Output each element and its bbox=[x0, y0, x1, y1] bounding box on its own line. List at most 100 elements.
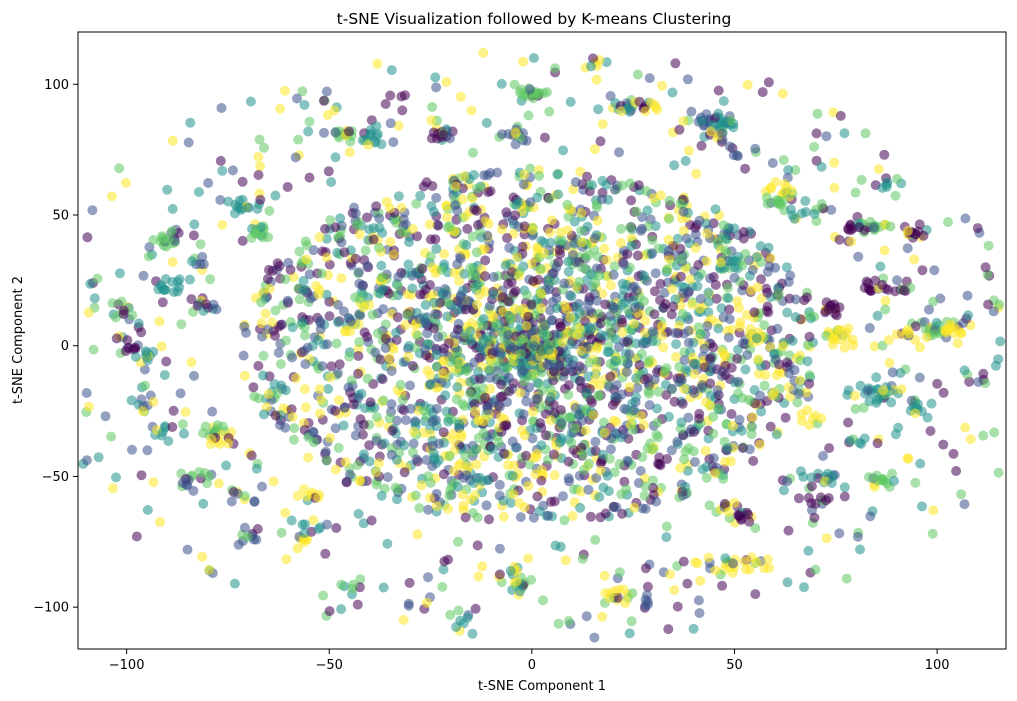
scatter-point bbox=[632, 250, 643, 261]
scatter-point bbox=[469, 399, 480, 409]
scatter-point bbox=[548, 375, 559, 386]
scatter-point bbox=[399, 440, 410, 451]
scatter-point bbox=[610, 334, 621, 345]
scatter-point bbox=[679, 454, 690, 465]
scatter-point bbox=[564, 476, 575, 487]
scatter-point bbox=[583, 322, 594, 332]
scatter-point bbox=[511, 576, 522, 587]
scatter-point bbox=[850, 403, 861, 414]
scatter-point bbox=[663, 624, 674, 635]
scatter-point bbox=[713, 403, 724, 414]
scatter-point bbox=[856, 174, 867, 185]
scatter-point bbox=[106, 191, 117, 202]
scatter-point bbox=[663, 234, 674, 245]
scatter-point bbox=[689, 388, 700, 398]
scatter-point bbox=[452, 324, 463, 335]
scatter-point bbox=[353, 351, 364, 361]
scatter-point bbox=[621, 366, 632, 377]
scatter-point bbox=[391, 327, 402, 338]
scatter-point bbox=[457, 489, 468, 500]
scatter-point bbox=[444, 221, 455, 232]
scatter-point bbox=[595, 136, 606, 147]
scatter-point bbox=[586, 269, 597, 280]
scatter-point bbox=[282, 295, 293, 306]
scatter-point bbox=[545, 392, 556, 403]
scatter-point bbox=[809, 141, 819, 152]
scatter-point bbox=[386, 449, 397, 460]
scatter-point bbox=[443, 503, 453, 514]
scatter-point bbox=[597, 288, 608, 299]
scatter-point bbox=[794, 375, 805, 386]
scatter-point bbox=[179, 428, 189, 439]
scatter-point bbox=[483, 187, 494, 198]
scatter-point bbox=[711, 293, 722, 304]
scatter-point bbox=[941, 327, 951, 338]
scatter-point bbox=[830, 303, 841, 314]
scatter-point bbox=[606, 433, 617, 444]
scatter-point bbox=[910, 477, 921, 488]
scatter-point bbox=[694, 608, 705, 619]
scatter-point bbox=[804, 378, 815, 389]
scatter-point bbox=[148, 235, 159, 245]
scatter-point bbox=[665, 569, 676, 580]
scatter-point bbox=[489, 346, 500, 357]
scatter-point bbox=[712, 385, 723, 396]
scatter-point bbox=[440, 390, 451, 401]
scatter-point bbox=[527, 433, 538, 444]
scatter-point bbox=[626, 240, 637, 251]
scatter-point bbox=[386, 399, 397, 410]
scatter-point bbox=[333, 368, 343, 379]
scatter-point bbox=[759, 563, 770, 574]
scatter-point bbox=[238, 350, 249, 361]
scatter-point bbox=[471, 205, 482, 216]
scatter-point bbox=[436, 264, 447, 275]
scatter-point bbox=[880, 295, 891, 306]
scatter-point bbox=[563, 266, 574, 277]
scatter-point bbox=[344, 469, 355, 480]
scatter-point bbox=[812, 108, 823, 119]
scatter-point bbox=[573, 410, 584, 421]
scatter-point bbox=[443, 338, 454, 349]
scatter-point bbox=[133, 318, 144, 329]
scatter-point bbox=[759, 320, 770, 331]
scatter-point bbox=[248, 382, 259, 393]
scatter-point bbox=[470, 603, 481, 614]
scatter-point bbox=[313, 524, 324, 534]
scatter-point bbox=[212, 420, 223, 431]
scatter-point bbox=[678, 225, 689, 236]
scatter-point bbox=[198, 498, 209, 509]
scatter-point bbox=[570, 177, 581, 188]
scatter-point bbox=[499, 420, 510, 431]
scatter-point bbox=[485, 300, 495, 311]
scatter-point bbox=[672, 436, 683, 447]
scatter-point bbox=[477, 561, 488, 572]
scatter-point bbox=[637, 452, 648, 462]
scatter-point bbox=[121, 177, 131, 188]
scatter-point bbox=[168, 287, 179, 297]
scatter-point bbox=[343, 382, 354, 393]
scatter-point bbox=[340, 457, 351, 468]
scatter-point bbox=[700, 445, 711, 456]
scatter-point bbox=[189, 219, 200, 230]
scatter-point bbox=[595, 512, 606, 523]
scatter-point bbox=[718, 312, 729, 323]
scatter-point bbox=[305, 293, 316, 304]
scatter-point bbox=[355, 476, 365, 487]
scatter-point bbox=[480, 392, 491, 403]
scatter-point bbox=[259, 142, 269, 153]
scatter-point bbox=[577, 363, 588, 374]
scatter-point bbox=[350, 253, 361, 264]
scatter-point bbox=[834, 234, 845, 245]
scatter-point bbox=[771, 429, 782, 440]
scatter-point bbox=[666, 445, 677, 456]
scatter-point bbox=[319, 127, 329, 138]
scatter-point bbox=[604, 453, 615, 464]
scatter-point bbox=[640, 327, 651, 338]
scatter-point bbox=[915, 458, 926, 469]
scatter-point bbox=[160, 274, 171, 285]
scatter-point bbox=[348, 399, 359, 410]
scatter-point bbox=[818, 451, 828, 461]
scatter-point bbox=[380, 99, 391, 109]
scatter-point bbox=[396, 91, 407, 102]
scatter-point bbox=[223, 196, 234, 207]
